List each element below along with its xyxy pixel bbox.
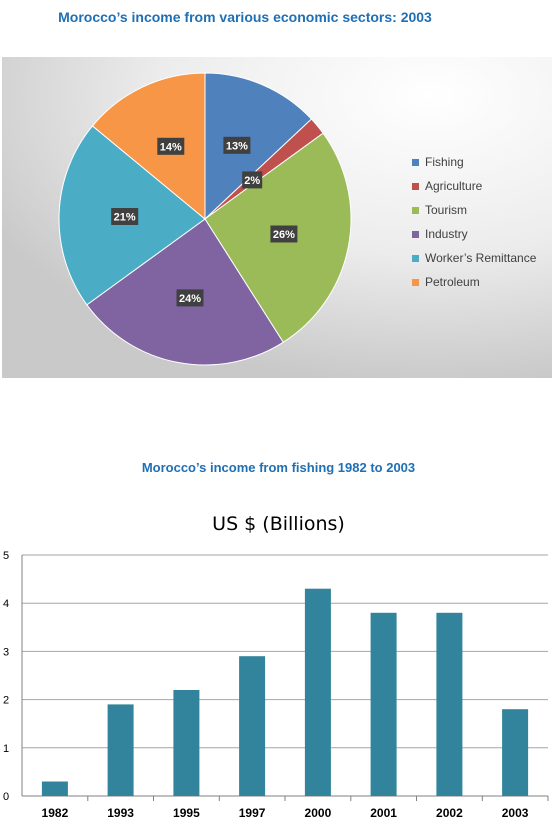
pie-chart-panel: 13% 2% 26% 24% 21% 14% Fishing Agriculture Tour… xyxy=(2,57,552,378)
x-tick-label-1995: 1995 xyxy=(173,806,200,820)
pie-slice-petroleum xyxy=(91,72,206,221)
x-tick-label-2002: 2002 xyxy=(436,806,463,820)
bar-chart-subtitle: US $ (Billions) xyxy=(212,513,345,535)
legend-swatch-petroleum xyxy=(412,278,419,286)
x-tick-label-1997: 1997 xyxy=(239,806,266,820)
pie-data-label-box-petroleum xyxy=(157,137,185,155)
bar-1997 xyxy=(239,656,266,796)
legend-label-petroleum: Petroleum xyxy=(425,275,480,289)
pie-data-label-box-tourism xyxy=(270,225,298,243)
pie-data-label-tourism: 26% xyxy=(273,229,295,241)
y-tick-label-2: 2 xyxy=(3,695,9,707)
x-tick-label-2003: 2003 xyxy=(502,806,529,820)
legend-swatch-industry xyxy=(412,230,419,238)
y-tick-label-4: 4 xyxy=(3,598,9,610)
legend-swatch-tourism xyxy=(412,206,419,214)
legend-item-agriculture: Agriculture xyxy=(412,174,536,198)
pie-chart-title: Morocco’s income from various economic s… xyxy=(58,9,432,25)
y-tick-label-5: 5 xyxy=(3,550,9,562)
bar-chart-title: Morocco’s income from fishing 1982 to 20… xyxy=(141,460,416,475)
pie-data-label-agriculture: 2% xyxy=(244,175,260,187)
bar-chart-panel: US $ (Billions) 0 1 2 3 4 5 1982 1993 1995 1997 20… xyxy=(0,500,557,834)
pie-data-label-box-industry xyxy=(176,289,204,307)
legend-label-worker-s-remittance: Worker’s Remittance xyxy=(425,251,537,265)
y-tick-label-0: 0 xyxy=(3,791,9,803)
legend-swatch-agriculture xyxy=(412,182,419,190)
legend-label-industry: Industry xyxy=(425,227,468,241)
legend-item-worker-s-remittance: Worker’s Remittance xyxy=(412,246,536,270)
legend-item-tourism: Tourism xyxy=(412,198,536,222)
bar-2002 xyxy=(436,612,463,796)
legend-item-industry: Industry xyxy=(412,222,536,246)
pie-chart: 13% 2% 26% 24% 21% 14% xyxy=(2,57,552,378)
pie-data-label-box-fishing xyxy=(223,136,251,154)
pie-data-label-worker-s-remittance: 21% xyxy=(114,212,136,224)
legend-item-fishing: Fishing xyxy=(412,150,536,174)
bar-1982 xyxy=(41,781,68,796)
y-tick-label-3: 3 xyxy=(3,646,9,658)
bar-chart: 0 1 2 3 4 5 1982 1993 1995 1997 2000 2001 2002 2003 xyxy=(3,550,549,820)
bar-1995 xyxy=(173,690,200,796)
legend-label-agriculture: Agriculture xyxy=(425,179,483,193)
bar-2001 xyxy=(370,612,397,796)
legend-label-fishing: Fishing xyxy=(425,155,464,169)
x-tick-label-1982: 1982 xyxy=(42,806,69,820)
pie-data-label-petroleum: 14% xyxy=(160,141,182,153)
pie-data-label-box-worker-s-remittance xyxy=(111,208,139,225)
x-tick-label-2001: 2001 xyxy=(370,806,397,820)
x-tick-label-2000: 2000 xyxy=(305,806,332,820)
legend-label-tourism: Tourism xyxy=(425,203,468,217)
y-tick-label-1: 1 xyxy=(3,743,9,755)
pie-slice-fishing xyxy=(204,72,313,221)
bar-1993 xyxy=(107,704,134,796)
pie-data-label-fishing: 13% xyxy=(226,140,248,152)
x-tick-label-1993: 1993 xyxy=(107,806,134,820)
pie-data-label-industry: 24% xyxy=(179,293,201,305)
legend-swatch-fishing xyxy=(412,158,419,166)
bar-2000 xyxy=(304,588,331,796)
legend-item-petroleum: Petroleum xyxy=(412,270,536,294)
pie-legend: Fishing Agriculture Tourism Industry Worker’… xyxy=(412,150,536,294)
pie-data-label-box-agriculture xyxy=(242,171,263,189)
bar-2003 xyxy=(502,709,529,796)
legend-swatch-worker-s-remittance xyxy=(412,254,419,262)
